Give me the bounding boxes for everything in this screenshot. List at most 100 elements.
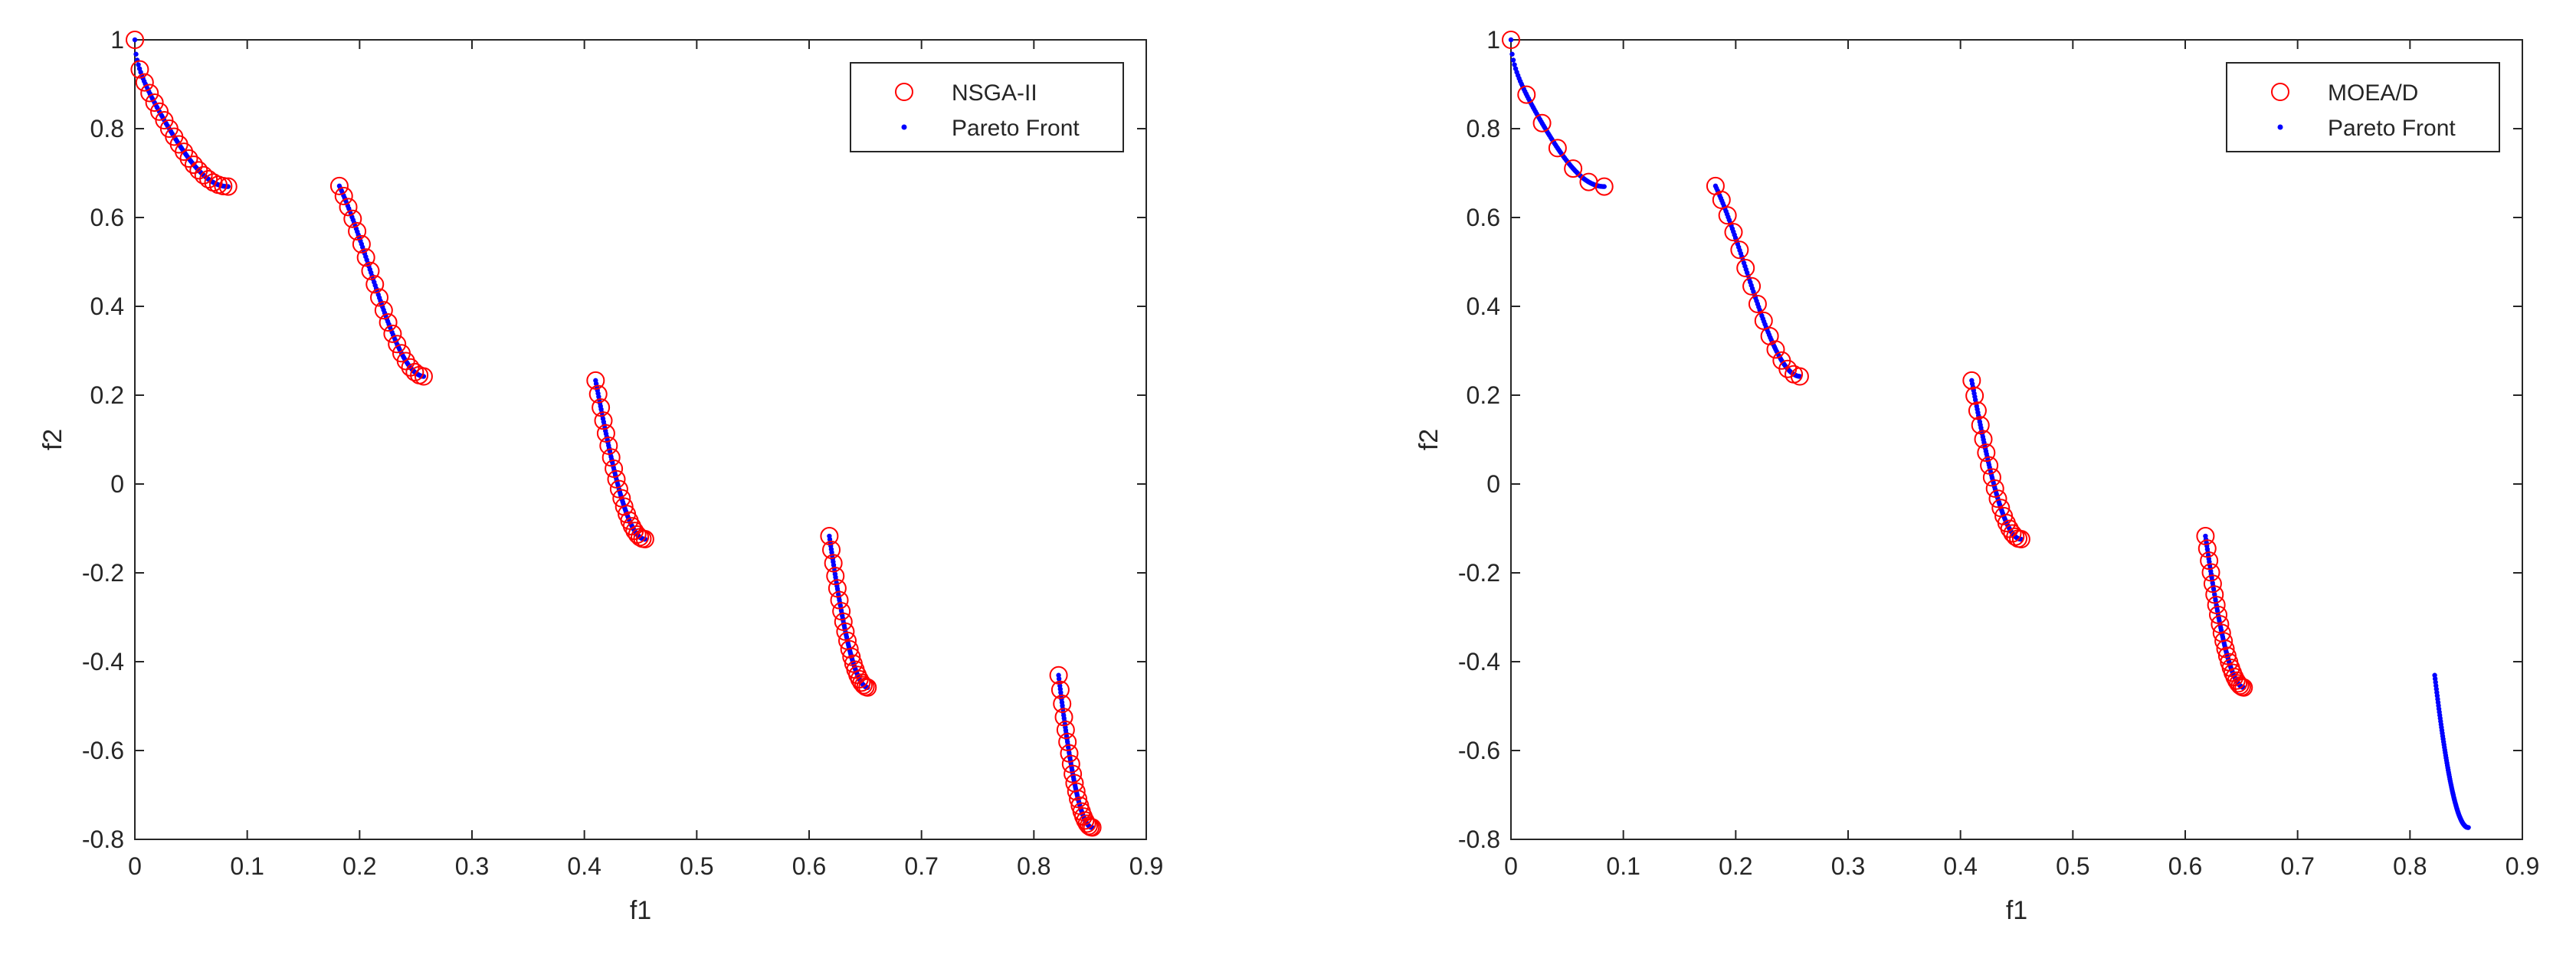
legend: NSGA-II Pareto Front — [850, 62, 1124, 152]
x-tick-label: 0.3 — [1831, 852, 1865, 880]
solution-point — [592, 398, 611, 417]
solution-point — [607, 469, 626, 489]
solution-point — [1968, 401, 1987, 420]
solution-point — [1548, 139, 1567, 158]
solution-point — [1079, 816, 1098, 836]
pareto-front-point — [1509, 51, 1515, 57]
y-tick-label: 0.8 — [1467, 115, 1500, 142]
solution-point — [834, 612, 853, 631]
pareto-front-point — [132, 37, 138, 43]
solution-point — [1056, 721, 1075, 740]
x-tick-label: 0.1 — [1606, 852, 1640, 880]
solution-point — [2200, 551, 2219, 571]
x-tick-label: 0.7 — [904, 852, 938, 880]
solution-point — [1053, 694, 1072, 713]
solution-point — [2196, 527, 2215, 546]
x-tick-label: 0.9 — [2506, 852, 2539, 880]
solution-point — [1058, 732, 1077, 751]
solution-point — [218, 177, 238, 196]
solution-point — [1790, 367, 1809, 386]
solution-point — [1067, 782, 1086, 801]
y-tick-label: 0.2 — [1467, 381, 1500, 409]
x-tick-label: 0.4 — [567, 852, 601, 880]
solution-point — [852, 673, 871, 692]
solution-point — [361, 261, 380, 280]
x-tick-label: 0.9 — [1129, 852, 1163, 880]
solution-point — [329, 176, 349, 195]
solution-point — [1502, 31, 1520, 49]
legend-box — [2226, 62, 2500, 152]
solution-point — [184, 155, 203, 175]
solution-point — [396, 352, 415, 371]
solution-point — [586, 371, 605, 390]
solution-point — [1965, 386, 1984, 405]
solution-point — [840, 639, 859, 659]
solution-point — [1517, 85, 1536, 104]
solution-point — [214, 177, 233, 196]
solution-point — [594, 411, 613, 430]
y-tick-label: -0.2 — [82, 559, 124, 587]
x-tick-label: 0 — [128, 852, 142, 880]
solution-point — [1766, 340, 1785, 359]
solution-point — [1974, 430, 1993, 449]
solution-point — [1730, 240, 1749, 260]
pareto-front-point — [1510, 57, 1516, 63]
y-tick-label: -0.4 — [82, 648, 124, 675]
legend-label-solutions: MOEA/D — [2328, 80, 2418, 106]
x-tick-label: 0.7 — [2280, 852, 2314, 880]
solution-point — [830, 590, 849, 610]
solution-point — [1594, 177, 1614, 196]
solution-point — [383, 324, 402, 343]
y-tick-label: -0.8 — [82, 826, 124, 853]
solution-point — [126, 31, 144, 49]
solution-point — [2211, 615, 2230, 634]
y-tick-label: 0.6 — [1467, 204, 1500, 231]
solution-point — [832, 602, 851, 621]
solution-point — [2203, 574, 2222, 594]
y-tick-label: 1 — [1486, 26, 1500, 54]
solution-point — [2201, 563, 2220, 582]
x-axis-label: f1 — [2006, 896, 2027, 925]
solution-point — [145, 93, 164, 112]
y-tick-label: 0.4 — [90, 293, 124, 320]
solution-point — [1962, 371, 1981, 390]
x-tick-label: 0.5 — [680, 852, 713, 880]
solution-point — [824, 554, 843, 573]
pareto-front-point — [1601, 184, 1607, 189]
solution-point — [1564, 159, 1583, 178]
solution-point — [596, 424, 615, 443]
solution-point — [1050, 680, 1070, 699]
solution-point — [1724, 223, 1743, 242]
solution-point — [1060, 744, 1079, 763]
solution-point — [826, 567, 845, 586]
solution-point — [334, 187, 353, 206]
y-axis-label: f2 — [1414, 429, 1444, 450]
y-tick-label: -0.8 — [1458, 826, 1500, 853]
solution-point — [356, 248, 375, 267]
solution-point — [1977, 443, 1996, 463]
x-tick-label: 0 — [1504, 852, 1518, 880]
solution-point — [194, 165, 213, 185]
chart-1: 0 0.1 0.2 0.3 0.4 0.5 0.6 0.7 0.8 0.9 1 0.8 0.6 0.4 0.… — [38, 26, 1163, 925]
x-tick-label: 0.2 — [342, 852, 376, 880]
legend-marker-pareto-front — [2277, 124, 2283, 130]
chart-2: 0 0.1 0.2 0.3 0.4 0.5 0.6 0.7 0.8 0.9 1 0.8 0.6 0.4 0.… — [1414, 26, 2539, 925]
y-tick-label: 0.6 — [90, 204, 124, 231]
solution-point — [1971, 416, 1990, 435]
solution-point — [820, 527, 839, 546]
solution-point — [605, 459, 624, 478]
solution-point — [374, 301, 393, 320]
solution-point — [601, 448, 621, 467]
solution-point — [2207, 595, 2226, 614]
x-tick-label: 0.5 — [2056, 852, 2089, 880]
solution-point — [1982, 468, 2001, 487]
pareto-front-point — [136, 62, 141, 67]
pareto-front-point — [1508, 37, 1514, 43]
solution-point — [2205, 585, 2224, 604]
solution-point — [842, 647, 861, 666]
legend-marker-solutions — [895, 83, 913, 101]
pareto-front-point — [133, 51, 139, 57]
solution-point — [379, 313, 398, 332]
y-tick-label: 0.8 — [90, 115, 124, 142]
